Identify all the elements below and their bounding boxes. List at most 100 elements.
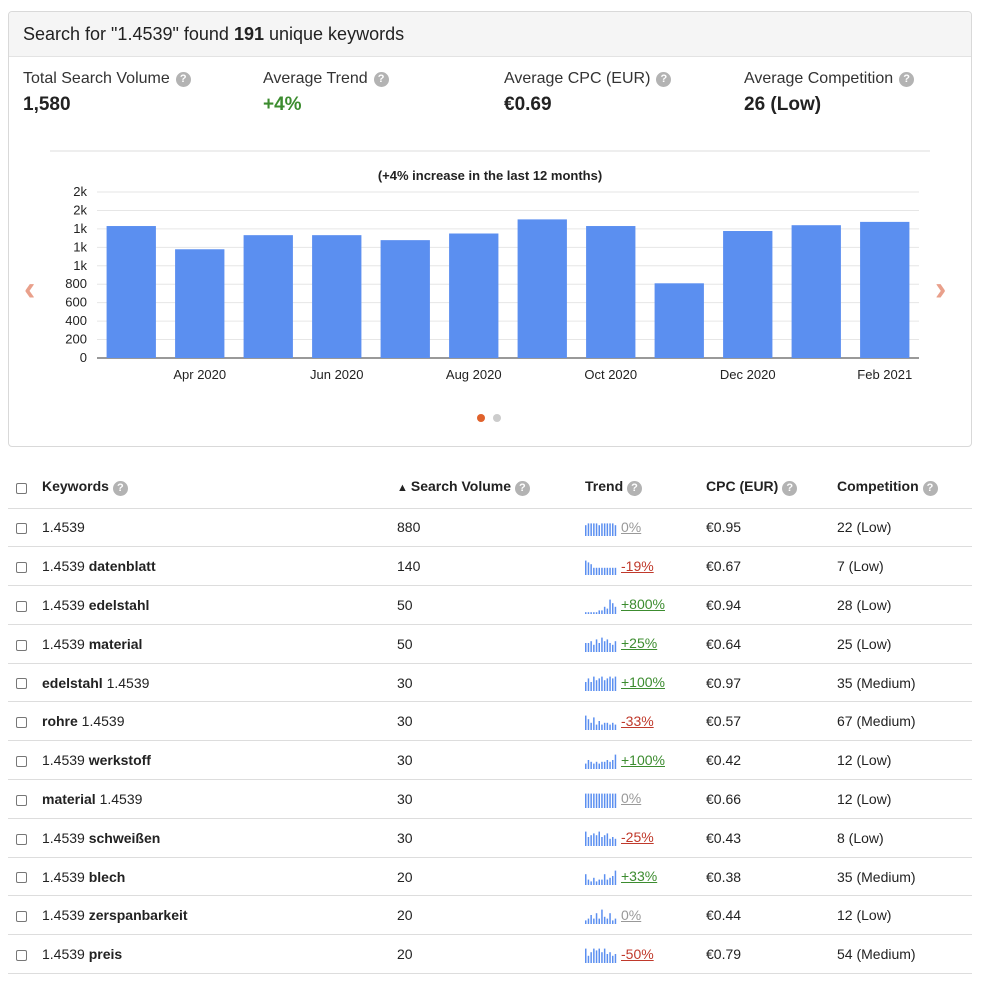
- trend-percentage[interactable]: +800%: [621, 596, 665, 613]
- trend-percentage[interactable]: 0%: [621, 790, 642, 807]
- row-select-cell: [8, 779, 41, 819]
- row-checkbox[interactable]: [16, 678, 27, 690]
- table-row[interactable]: 1.4539 datenblatt 140 -19% €0.67 7 (Low): [8, 546, 972, 587]
- keyword-highlight: schweißen: [88, 829, 161, 846]
- sparkline-bar: [585, 948, 587, 963]
- y-tick-label: 800: [65, 276, 87, 291]
- help-icon[interactable]: ?: [175, 71, 191, 87]
- carousel-dot-1[interactable]: [477, 414, 485, 422]
- row-checkbox[interactable]: [16, 639, 27, 651]
- table-row[interactable]: edelstahl 1.4539 30 +100% €0.97 35 (Medium): [8, 663, 972, 703]
- row-checkbox[interactable]: [16, 833, 27, 845]
- stat-average-cpc: Average CPC (EUR)? €0.69: [504, 70, 734, 116]
- carousel-next-button[interactable]: ›: [935, 272, 946, 306]
- col-keywords[interactable]: Keywords ?: [41, 466, 396, 509]
- keyword-cell: 1.4539 schweißen: [41, 818, 396, 858]
- trend-percentage[interactable]: -19%: [621, 557, 654, 574]
- sparkline-bar: [598, 763, 600, 769]
- sparkline-bar: [609, 761, 611, 769]
- table-row[interactable]: 1.4539 880 0% €0.95 22 (Low): [8, 508, 972, 548]
- carousel-dot-2[interactable]: [493, 414, 501, 422]
- row-checkbox[interactable]: [16, 600, 27, 612]
- table-row[interactable]: 1.4539 blech 20 +33% €0.38 35 (Medium): [8, 857, 972, 897]
- trend-percentage[interactable]: 0%: [621, 906, 642, 923]
- trend-percentage[interactable]: +100%: [621, 751, 665, 768]
- stat-value: 26 (Low): [744, 94, 822, 115]
- trend-percentage[interactable]: -50%: [621, 945, 654, 962]
- row-select-cell: [8, 624, 41, 664]
- chart-bar: [243, 235, 293, 358]
- trend-cell: -50%: [584, 934, 705, 975]
- col-cpc[interactable]: CPC (EUR) ?: [705, 466, 836, 509]
- sparkline-bar: [603, 722, 606, 731]
- x-tick-label: Apr 2020: [173, 367, 226, 382]
- trend-sparkline: [585, 560, 617, 575]
- keyword-highlight: datenblatt: [88, 558, 156, 575]
- sparkline-bar: [585, 920, 587, 925]
- trend-percentage[interactable]: +33%: [621, 867, 658, 884]
- help-icon[interactable]: ?: [899, 71, 915, 87]
- trend-cell: -33%: [584, 701, 705, 742]
- cpc-cell: €0.94: [705, 585, 836, 625]
- help-icon[interactable]: ?: [656, 71, 672, 87]
- help-icon[interactable]: ?: [627, 480, 643, 496]
- trend-percentage[interactable]: -25%: [621, 829, 654, 846]
- sparkline-bar: [606, 608, 609, 614]
- row-checkbox[interactable]: [16, 523, 27, 535]
- y-tick-label: 2k: [73, 184, 87, 199]
- trend-percentage[interactable]: 0%: [621, 518, 642, 535]
- help-icon[interactable]: ?: [514, 480, 530, 496]
- trend-percentage[interactable]: -33%: [621, 712, 654, 729]
- trend-percentage[interactable]: +100%: [621, 673, 665, 690]
- carousel-prev-button[interactable]: ‹: [24, 272, 35, 306]
- stat-value: +4%: [263, 94, 302, 115]
- table-row[interactable]: rohre 1.4539 30 -33% €0.57 67 (Medium): [8, 701, 972, 742]
- row-checkbox[interactable]: [16, 872, 27, 884]
- help-icon[interactable]: ?: [112, 480, 128, 496]
- sparkline-bar: [601, 909, 603, 925]
- x-tick-label: Aug 2020: [446, 367, 502, 382]
- row-checkbox[interactable]: [16, 717, 27, 729]
- help-icon[interactable]: ?: [922, 480, 938, 496]
- table-row[interactable]: 1.4539 edelstahl 50 +800% €0.94 28 (Low): [8, 585, 972, 625]
- table-row[interactable]: 1.4539 preis 20 -50% €0.79 54 (Medium): [8, 934, 972, 975]
- keyword-highlight: material: [42, 790, 96, 807]
- col-trend[interactable]: Trend ?: [584, 466, 705, 509]
- row-checkbox[interactable]: [16, 794, 27, 806]
- select-all-checkbox[interactable]: [16, 482, 27, 494]
- sparkline-bar: [601, 676, 603, 692]
- sparkline-bar: [606, 639, 609, 653]
- table-row[interactable]: material 1.4539 30 0% €0.66 12 (Low): [8, 779, 972, 819]
- sparkline-bar: [609, 523, 611, 537]
- help-icon[interactable]: ?: [373, 71, 389, 87]
- trend-percentage[interactable]: +25%: [621, 635, 658, 652]
- row-checkbox[interactable]: [16, 561, 27, 573]
- keyword-text: 1.4539: [42, 596, 89, 613]
- sparkline-bar: [585, 763, 587, 769]
- chevron-right-icon: ›: [935, 270, 947, 308]
- carousel-pagination: [477, 414, 501, 422]
- trend-cell: 0%: [584, 779, 705, 819]
- sparkline-bar: [590, 952, 592, 963]
- col-competition[interactable]: Competition ?: [836, 466, 972, 509]
- sparkline-bar: [587, 643, 590, 653]
- x-tick-label: Jun 2020: [310, 367, 364, 382]
- results-header: Search for "1.4539" found 191 unique key…: [9, 12, 971, 57]
- help-icon[interactable]: ?: [782, 480, 798, 496]
- sparkline-bar: [585, 832, 587, 847]
- table-row[interactable]: 1.4539 zerspanbarkeit 20 0% €0.44 12 (Low): [8, 895, 972, 936]
- select-all-cell: [8, 466, 41, 509]
- sparkline-bar: [590, 523, 592, 537]
- table-row[interactable]: 1.4539 werkstoff 30 +100% €0.42 12 (Low): [8, 740, 972, 781]
- row-checkbox[interactable]: [16, 911, 27, 923]
- table-row[interactable]: 1.4539 schweißen 30 -25% €0.43 8 (Low): [8, 818, 972, 858]
- col-search-volume[interactable]: ▲ Search Volume ?: [396, 466, 584, 509]
- row-checkbox[interactable]: [16, 755, 27, 767]
- sparkline-bar: [609, 793, 611, 808]
- row-checkbox[interactable]: [16, 949, 27, 961]
- sparkline-bar: [587, 879, 590, 886]
- table-row[interactable]: 1.4539 material 50 +25% €0.64 25 (Low): [8, 624, 972, 664]
- sparkline-bar: [595, 793, 598, 808]
- sparkline-bar: [595, 881, 598, 886]
- col-competition-label: Competition: [837, 477, 919, 494]
